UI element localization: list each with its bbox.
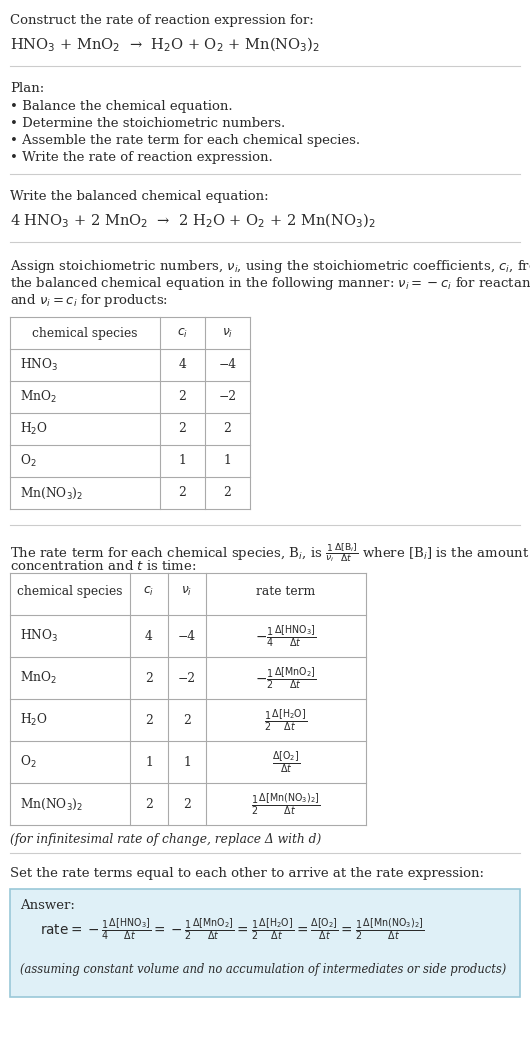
- Text: Construct the rate of reaction expression for:: Construct the rate of reaction expressio…: [10, 14, 314, 27]
- Text: Mn(NO$_3$)$_2$: Mn(NO$_3$)$_2$: [20, 796, 83, 812]
- Text: Plan:: Plan:: [10, 82, 44, 95]
- Text: 2: 2: [145, 713, 153, 727]
- Text: 4: 4: [145, 630, 153, 642]
- Text: $c_i$: $c_i$: [144, 586, 155, 598]
- Text: chemical species: chemical species: [32, 326, 138, 340]
- FancyBboxPatch shape: [10, 889, 520, 997]
- Text: −4: −4: [218, 359, 236, 371]
- Text: 2: 2: [224, 486, 232, 500]
- Text: −4: −4: [178, 630, 196, 642]
- Text: concentration and $t$ is time:: concentration and $t$ is time:: [10, 559, 197, 573]
- Text: 4: 4: [179, 359, 187, 371]
- Text: 2: 2: [145, 672, 153, 684]
- Text: 1: 1: [179, 455, 187, 468]
- Text: The rate term for each chemical species, B$_i$, is $\frac{1}{\nu_i}\frac{\Delta[: The rate term for each chemical species,…: [10, 541, 529, 564]
- Text: H$_2$O: H$_2$O: [20, 712, 48, 728]
- Text: the balanced chemical equation in the following manner: $\nu_i = -c_i$ for react: the balanced chemical equation in the fo…: [10, 275, 530, 292]
- Text: $\frac{1}{2}\frac{\Delta[\mathrm{Mn(NO_3)_2}]}{\Delta t}$: $\frac{1}{2}\frac{\Delta[\mathrm{Mn(NO_3…: [251, 791, 321, 817]
- Text: (for infinitesimal rate of change, replace Δ with d): (for infinitesimal rate of change, repla…: [10, 833, 321, 846]
- Text: rate term: rate term: [257, 586, 316, 598]
- Text: 2: 2: [145, 797, 153, 811]
- Text: 2: 2: [224, 423, 232, 435]
- Text: HNO$_3$: HNO$_3$: [20, 357, 58, 373]
- Text: 1: 1: [145, 755, 153, 769]
- Text: 2: 2: [179, 390, 187, 404]
- Text: $\mathrm{rate} = -\frac{1}{4}\frac{\Delta[\mathrm{HNO_3}]}{\Delta t} = -\frac{1}: $\mathrm{rate} = -\frac{1}{4}\frac{\Delt…: [40, 916, 425, 941]
- Text: Assign stoichiometric numbers, $\nu_i$, using the stoichiometric coefficients, $: Assign stoichiometric numbers, $\nu_i$, …: [10, 258, 530, 275]
- Text: −2: −2: [218, 390, 236, 404]
- Text: HNO$_3$: HNO$_3$: [20, 628, 58, 644]
- Text: Set the rate terms equal to each other to arrive at the rate expression:: Set the rate terms equal to each other t…: [10, 867, 484, 880]
- Text: chemical species: chemical species: [17, 586, 123, 598]
- Text: • Write the rate of reaction expression.: • Write the rate of reaction expression.: [10, 151, 273, 164]
- Text: 2: 2: [183, 713, 191, 727]
- Text: Write the balanced chemical equation:: Write the balanced chemical equation:: [10, 190, 269, 203]
- Text: MnO$_2$: MnO$_2$: [20, 389, 57, 405]
- Text: (assuming constant volume and no accumulation of intermediates or side products): (assuming constant volume and no accumul…: [20, 963, 506, 976]
- Text: $\frac{\Delta[\mathrm{O_2}]}{\Delta t}$: $\frac{\Delta[\mathrm{O_2}]}{\Delta t}$: [272, 749, 300, 775]
- Text: $-\frac{1}{2}\frac{\Delta[\mathrm{MnO_2}]}{\Delta t}$: $-\frac{1}{2}\frac{\Delta[\mathrm{MnO_2}…: [255, 665, 317, 690]
- Text: $\frac{1}{2}\frac{\Delta[\mathrm{H_2O}]}{\Delta t}$: $\frac{1}{2}\frac{\Delta[\mathrm{H_2O}]}…: [264, 707, 307, 733]
- Text: MnO$_2$: MnO$_2$: [20, 669, 57, 686]
- Text: 1: 1: [183, 755, 191, 769]
- Text: • Determine the stoichiometric numbers.: • Determine the stoichiometric numbers.: [10, 117, 285, 130]
- Text: and $\nu_i = c_i$ for products:: and $\nu_i = c_i$ for products:: [10, 292, 168, 309]
- Text: −2: −2: [178, 672, 196, 684]
- Text: 1: 1: [224, 455, 232, 468]
- Text: $c_i$: $c_i$: [177, 326, 188, 340]
- Text: 2: 2: [179, 423, 187, 435]
- Text: $\nu_i$: $\nu_i$: [222, 326, 233, 340]
- Text: HNO$_3$ + MnO$_2$  →  H$_2$O + O$_2$ + Mn(NO$_3$)$_2$: HNO$_3$ + MnO$_2$ → H$_2$O + O$_2$ + Mn(…: [10, 36, 320, 54]
- Text: • Assemble the rate term for each chemical species.: • Assemble the rate term for each chemic…: [10, 134, 360, 147]
- Text: O$_2$: O$_2$: [20, 453, 37, 469]
- Text: Answer:: Answer:: [20, 899, 75, 912]
- Text: Mn(NO$_3$)$_2$: Mn(NO$_3$)$_2$: [20, 485, 83, 501]
- Text: $-\frac{1}{4}\frac{\Delta[\mathrm{HNO_3}]}{\Delta t}$: $-\frac{1}{4}\frac{\Delta[\mathrm{HNO_3}…: [255, 623, 317, 649]
- Text: 2: 2: [183, 797, 191, 811]
- Text: • Balance the chemical equation.: • Balance the chemical equation.: [10, 100, 233, 113]
- Text: H$_2$O: H$_2$O: [20, 420, 48, 437]
- Text: O$_2$: O$_2$: [20, 754, 37, 770]
- Text: $\nu_i$: $\nu_i$: [181, 586, 192, 598]
- Text: 2: 2: [179, 486, 187, 500]
- Text: 4 HNO$_3$ + 2 MnO$_2$  →  2 H$_2$O + O$_2$ + 2 Mn(NO$_3$)$_2$: 4 HNO$_3$ + 2 MnO$_2$ → 2 H$_2$O + O$_2$…: [10, 212, 376, 230]
